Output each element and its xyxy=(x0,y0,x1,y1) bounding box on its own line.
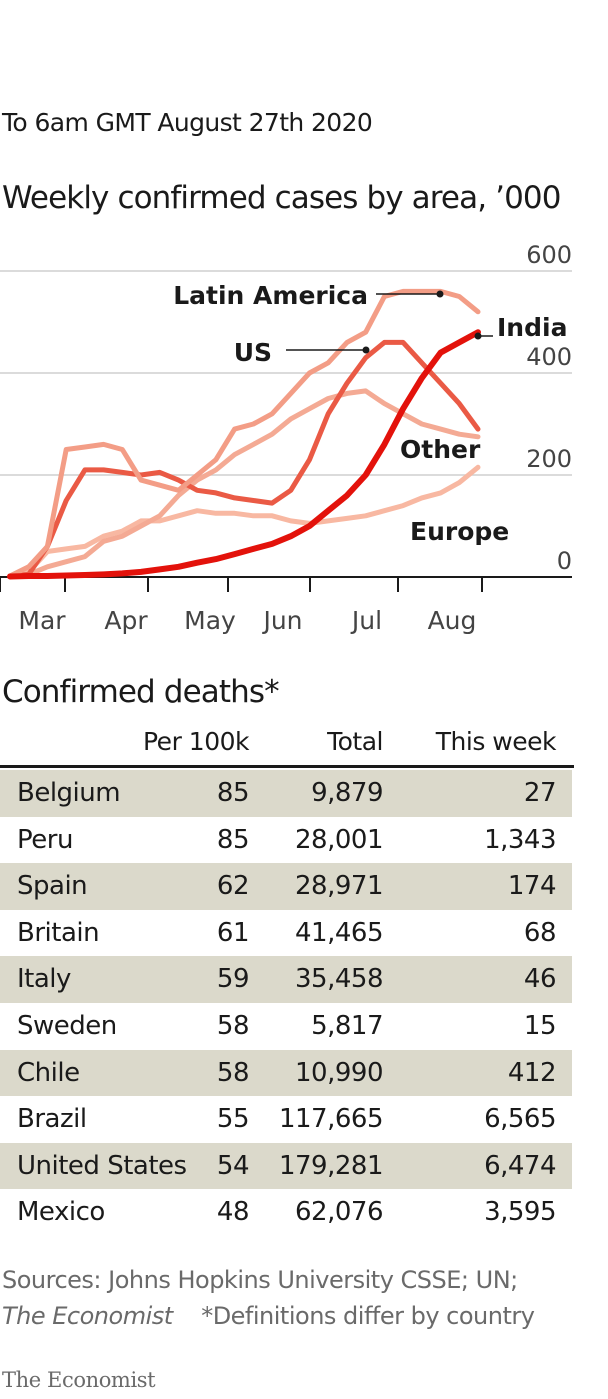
cell-this-week: 27 xyxy=(523,778,557,808)
cell-per100k: 85 xyxy=(216,778,250,808)
series-line-us xyxy=(7,339,481,579)
cell-this-week: 6,565 xyxy=(484,1104,556,1135)
cell-total: 179,281 xyxy=(278,1150,384,1181)
table-row: Spain 62 28,971 174 xyxy=(0,863,572,910)
x-tick-label-jun: Jun xyxy=(261,606,302,635)
y-tick-label-600: 600 xyxy=(526,241,572,269)
table-row: Mexico 48 62,076 3,595 xyxy=(0,1189,572,1236)
table-row: United States 54 179,281 6,474 xyxy=(0,1142,572,1190)
definitions-note: *Definitions differ by country xyxy=(201,1302,535,1330)
cell-this-week: 6,474 xyxy=(484,1150,556,1181)
y-tick-label-200: 200 xyxy=(526,445,572,473)
x-axis: Mar Apr May Jun Jul Aug xyxy=(0,576,572,635)
table-row: Britain 61 41,465 68 xyxy=(0,910,572,957)
cell-per100k: 62 xyxy=(216,871,250,902)
x-tick-label-aug: Aug xyxy=(428,606,477,635)
cell-total: 62,076 xyxy=(295,1197,383,1228)
source-note: Sources: Johns Hopkins University CSSE; … xyxy=(2,1262,535,1334)
cell-country: Spain xyxy=(17,871,88,902)
chart-gridlines xyxy=(0,270,572,476)
annotation-other: Other xyxy=(400,435,481,464)
cell-this-week: 174 xyxy=(507,871,557,902)
cell-total: 35,458 xyxy=(295,964,383,995)
cell-country: Sweden xyxy=(17,1010,117,1041)
cell-per100k: 48 xyxy=(216,1197,250,1228)
cell-total: 5,817 xyxy=(311,1010,383,1041)
col-header-per100k: Per 100k xyxy=(143,727,250,756)
cell-this-week: 15 xyxy=(523,1010,557,1041)
deaths-table-body: Belgium 85 9,879 27 Peru 85 28,001 1,343 Spain 62… xyxy=(0,770,572,1236)
y-axis-labels: 0 200 400 600 xyxy=(526,241,572,575)
cell-country: Peru xyxy=(17,824,73,855)
col-header-this-week: This week xyxy=(435,727,557,756)
series-line-europe xyxy=(7,464,481,579)
cell-total: 41,465 xyxy=(295,917,383,948)
y-tick-label-0: 0 xyxy=(557,547,572,575)
cell-country: Brazil xyxy=(17,1104,87,1135)
cell-country: United States xyxy=(17,1150,187,1181)
cell-total: 117,665 xyxy=(278,1104,384,1135)
cell-total: 9,879 xyxy=(311,778,383,808)
cell-total: 10,990 xyxy=(295,1057,383,1088)
x-tick-label-may: May xyxy=(184,606,236,635)
col-header-total: Total xyxy=(327,727,383,756)
cell-country: Italy xyxy=(17,964,71,995)
table-row: Chile 58 10,990 412 xyxy=(0,1049,572,1097)
cell-per100k: 58 xyxy=(216,1010,250,1041)
annotation-us: US xyxy=(234,338,272,367)
cell-per100k: 55 xyxy=(216,1104,250,1135)
table-row: Belgium 85 9,879 27 xyxy=(0,770,572,817)
x-tick-label-apr: Apr xyxy=(104,606,148,635)
annotation-dot-us xyxy=(362,346,370,354)
y-tick-label-400: 400 xyxy=(526,343,572,371)
cell-this-week: 1,343 xyxy=(484,824,556,855)
series-annotations: Latin America India US Other Europe xyxy=(173,281,567,546)
annotation-india: India xyxy=(497,313,567,342)
cell-per100k: 58 xyxy=(216,1057,250,1088)
table-header: Per 100k Total This week xyxy=(0,722,572,764)
cell-this-week: 412 xyxy=(507,1057,557,1088)
table-row: Sweden 58 5,817 15 xyxy=(0,1003,572,1050)
annotation-europe: Europe xyxy=(410,517,509,546)
cell-per100k: 54 xyxy=(216,1150,250,1181)
table-title: Confirmed deaths* xyxy=(2,674,280,710)
cell-this-week: 68 xyxy=(523,917,557,948)
cell-per100k: 61 xyxy=(216,917,250,948)
cell-country: Chile xyxy=(17,1057,80,1088)
publication-name: The Economist xyxy=(2,1302,173,1330)
cell-total: 28,001 xyxy=(295,824,383,855)
cell-per100k: 59 xyxy=(216,964,250,995)
annotation-dot-latin-america xyxy=(436,290,444,298)
table-row: Italy 59 35,458 46 xyxy=(0,956,572,1003)
series-line-latin-america xyxy=(7,288,481,579)
economist-logo: The Economist xyxy=(2,1368,156,1392)
cases-line-chart: 0 200 400 600 Mar Apr May Jun Jul Aug Latin Amer… xyxy=(0,241,572,635)
chart-title: Weekly confirmed cases by area, ’000 xyxy=(2,180,561,216)
annotation-dot-india xyxy=(474,332,482,340)
series-lines xyxy=(7,288,481,580)
cell-this-week: 46 xyxy=(523,964,557,995)
cell-country: Mexico xyxy=(17,1197,105,1228)
table-row: Peru 85 28,001 1,343 xyxy=(0,817,572,864)
table-header-rule xyxy=(0,765,574,768)
x-tick-label-jul: Jul xyxy=(350,606,382,635)
cell-this-week: 3,595 xyxy=(484,1197,556,1228)
cell-per100k: 85 xyxy=(216,824,250,855)
cell-total: 28,971 xyxy=(295,871,383,902)
cell-country: Belgium xyxy=(17,778,121,808)
series-line-india xyxy=(7,329,481,580)
footnote-line: The Economist *Definitions differ by cou… xyxy=(2,1298,535,1334)
annotation-latin-america: Latin America xyxy=(173,281,368,310)
cell-country: Britain xyxy=(17,917,100,948)
x-tick-label-mar: Mar xyxy=(18,606,66,635)
sources-line: Sources: Johns Hopkins University CSSE; … xyxy=(2,1266,518,1294)
table-row: Brazil 55 117,665 6,565 xyxy=(0,1096,572,1143)
date-line: To 6am GMT August 27th 2020 xyxy=(2,108,373,137)
